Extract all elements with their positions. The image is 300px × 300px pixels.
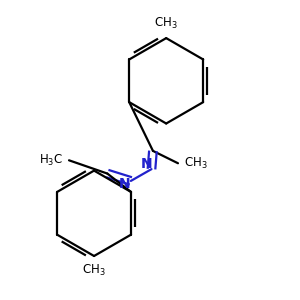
Text: H$_3$C: H$_3$C [39,153,63,168]
Text: CH$_3$: CH$_3$ [184,156,208,171]
Text: N: N [118,177,130,191]
Text: CH$_3$: CH$_3$ [82,263,106,278]
Text: CH$_3$: CH$_3$ [154,16,178,31]
Text: N: N [141,157,153,171]
